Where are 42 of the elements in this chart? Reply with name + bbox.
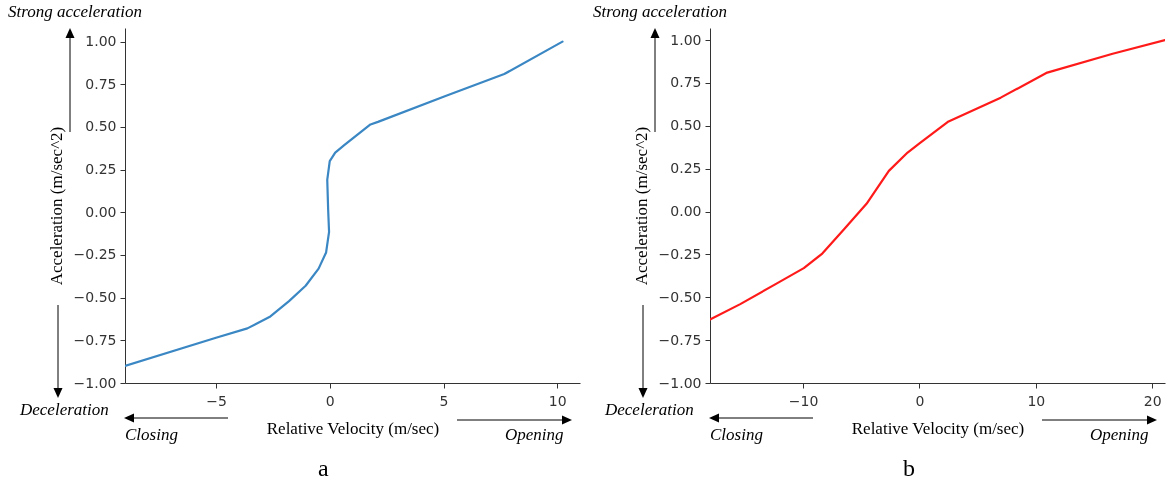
text: Closing [125, 425, 178, 445]
x-tick-label: 5 [439, 392, 449, 409]
y-tick-label: 0.75 [85, 75, 117, 92]
x-tick-label: −5 [206, 392, 227, 409]
y-tick-label: 0.25 [670, 160, 702, 177]
y-tick-label: −0.50 [73, 289, 117, 306]
y-tick-label: −0.25 [658, 245, 702, 262]
y-tick-label: −0.50 [658, 288, 702, 305]
y-tick-label: 1.00 [85, 33, 117, 50]
text: Closing [710, 425, 763, 445]
text: b [903, 455, 915, 482]
y-tick-label: 0.75 [670, 74, 702, 91]
y-tick-label: 1.00 [670, 31, 702, 48]
y-tick-label: 0.00 [85, 203, 117, 220]
x-tick-label: 0 [325, 392, 335, 409]
x-axis-title: Relative Velocity (m/sec) [851, 418, 1025, 438]
y-tick-label: 0.00 [670, 203, 702, 219]
x-axis-title: Relative Velocity (m/sec) [266, 418, 440, 438]
text: Deceleration [605, 400, 694, 420]
y-tick-label: −1.00 [658, 374, 702, 391]
y-axis-title: Acceleration (m/sec^2) [46, 126, 66, 286]
y-tick-label: 0.50 [670, 117, 702, 134]
text: Strong acceleration [593, 2, 727, 22]
y-tick-label: −0.75 [73, 331, 117, 348]
y-tick-label: 0.50 [85, 118, 117, 135]
x-tick-label: 0 [915, 392, 925, 409]
x-tick-label: −10 [788, 392, 819, 409]
x-tick-label: 20 [1143, 392, 1162, 409]
y-tick-label: −1.00 [73, 374, 117, 391]
text: Strong acceleration [8, 2, 142, 22]
text: Opening [1090, 425, 1149, 445]
line-series [125, 40, 564, 368]
x-tick-label: 10 [548, 392, 567, 409]
x-tick-label: 10 [1027, 392, 1046, 409]
text: Opening [505, 425, 564, 445]
y-tick-label: −0.75 [658, 331, 702, 348]
text: a [318, 455, 329, 482]
y-tick-label: 0.25 [85, 161, 117, 178]
line-series [710, 38, 1165, 321]
text: Deceleration [20, 400, 109, 420]
y-tick-label: −0.25 [73, 246, 117, 263]
y-axis-title: Acceleration (m/sec^2) [631, 126, 651, 286]
